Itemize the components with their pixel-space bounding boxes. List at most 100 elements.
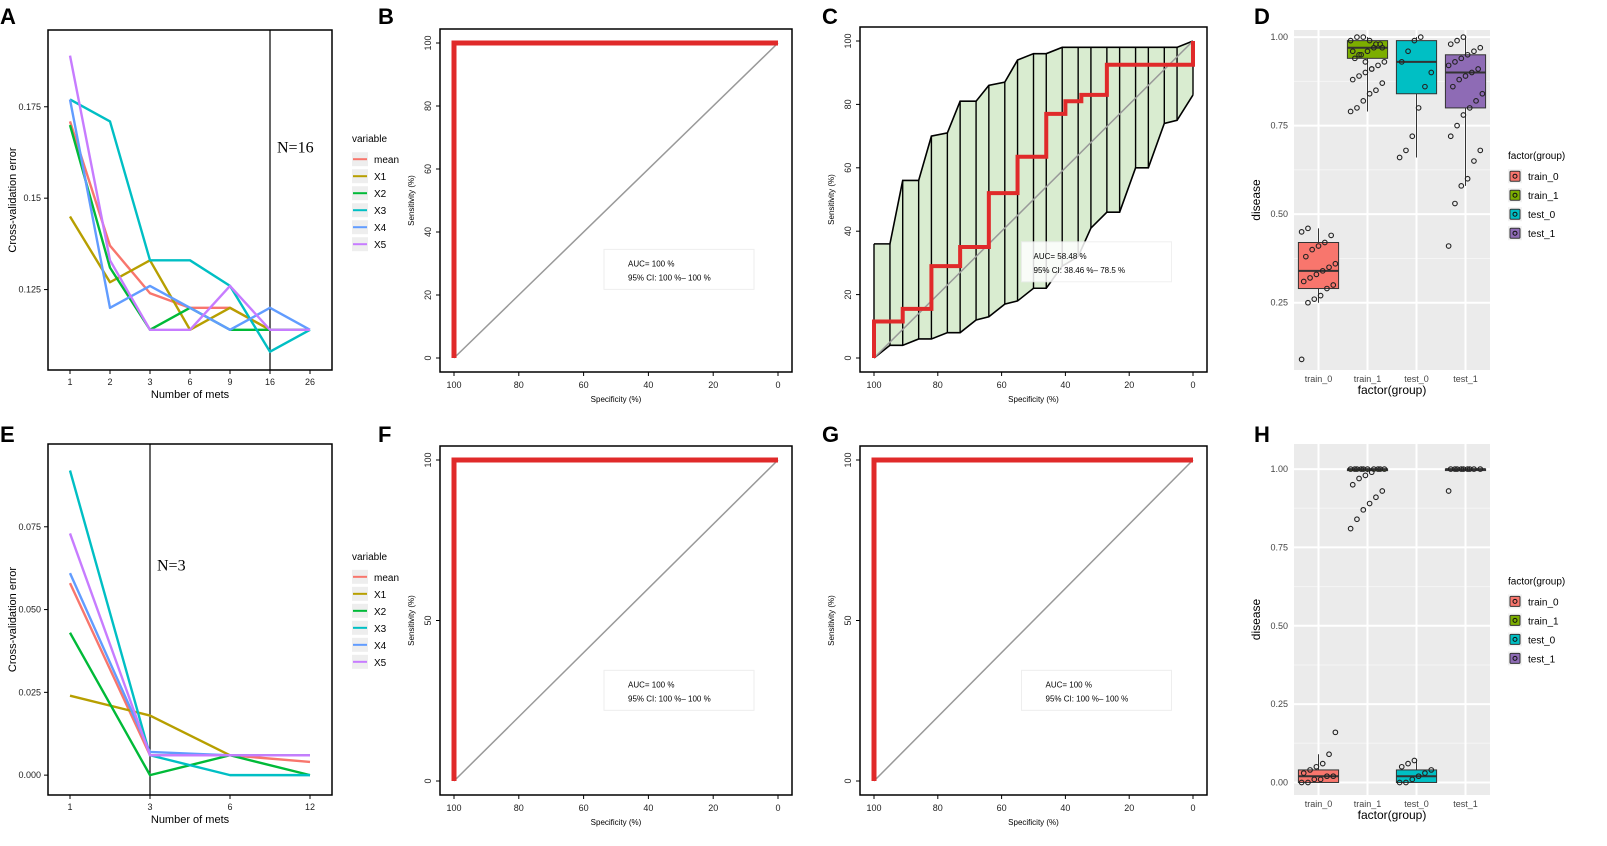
panel-label-D: D (1254, 4, 1270, 29)
roc-curve (451, 40, 778, 358)
y-tick-label: 0.000 (18, 770, 41, 780)
x-tick-label: 12 (305, 802, 315, 812)
point-test_1 (1460, 112, 1467, 118)
x-tick-label: 60 (997, 380, 1007, 390)
point-train_1 (1349, 76, 1356, 83)
diagonal-line (873, 40, 1194, 359)
y-tick-label: 100 (843, 452, 853, 467)
point-train_0 (1307, 767, 1313, 773)
point-test_0 (1428, 69, 1435, 76)
point-train_1 (1373, 494, 1379, 501)
point-test_1 (1447, 41, 1454, 48)
legend-label-X1: X1 (374, 172, 387, 183)
x-axis-title: Specificity (%) (591, 395, 642, 404)
panel-C: C 100 80 60 40 20 0 0 20 40 60 80 100 Specificity (%)… (822, 4, 1208, 404)
point-train_1 (1379, 44, 1386, 51)
ci-text: 95% CI: 38.46 %– 78.5 % (1034, 266, 1126, 275)
point-train_1 (1379, 80, 1386, 86)
y-tick-label: 50 (843, 615, 853, 625)
point-test_0 (1411, 757, 1418, 764)
point-train_1 (1349, 48, 1356, 55)
point-test_0 (1396, 779, 1403, 786)
cutoff-annotation: N=16 (277, 139, 314, 156)
legend-point-test_1 (1512, 655, 1518, 661)
x-axis-title: Number of mets (151, 389, 230, 401)
panel-label-E: E (0, 422, 15, 447)
point-train_0 (1324, 285, 1330, 292)
point-train_0 (1305, 779, 1311, 786)
y-tick-label: 100 (423, 452, 433, 467)
point-test_1 (1466, 466, 1473, 472)
point-test_1 (1460, 466, 1467, 472)
x-tick-label: 40 (643, 803, 653, 813)
point-test_1 (1458, 55, 1465, 62)
point-test_0 (1405, 760, 1411, 767)
legend-label-X3: X3 (374, 206, 387, 217)
auc-text: AUC= 100 % (1046, 680, 1092, 689)
legend-label-X2: X2 (374, 607, 387, 618)
point-test_1 (1479, 90, 1486, 97)
point-test_1 (1477, 466, 1484, 472)
legend-point-test_0 (1512, 636, 1518, 642)
auc-text: AUC= 58.48 % (1034, 252, 1087, 261)
point-train_1 (1354, 34, 1360, 40)
point-train_1 (1351, 55, 1358, 62)
x-tick-label: 40 (1060, 803, 1070, 813)
y-tick-label: 60 (423, 164, 433, 174)
point-train_1 (1377, 466, 1384, 472)
x-tick-label: 0 (775, 380, 780, 390)
point-train_1 (1381, 59, 1388, 65)
point-train_1 (1347, 108, 1354, 115)
point-train_0 (1298, 356, 1305, 363)
point-test_0 (1403, 147, 1409, 154)
diagonal-line (453, 459, 779, 782)
y-axis-title: disease (1249, 599, 1263, 641)
x-tick-label: test_1 (1453, 374, 1478, 384)
x-tick-label: train_0 (1305, 374, 1333, 384)
panel-label-C: C (822, 4, 838, 29)
x-tick-label: 20 (708, 803, 718, 813)
y-tick-label: 0.025 (18, 687, 41, 697)
y-axis-title: Cross-validation error (7, 567, 19, 672)
point-test_0 (1409, 133, 1416, 140)
box-test_0 (1395, 40, 1438, 95)
legend-label-test_1: test_1 (1528, 654, 1556, 665)
roc-curve (872, 41, 1195, 358)
panel-E: E 1 3 6 12 0.000 0.025 0.050 0.075 Number of mets… (0, 422, 399, 826)
legend-key-test_1 (1509, 652, 1521, 664)
legend-label-X1: X1 (374, 590, 387, 601)
point-test_1 (1449, 83, 1456, 90)
x-tick-label: 2 (107, 377, 112, 387)
point-train_0 (1330, 282, 1337, 288)
y-tick-label: 0.50 (1270, 209, 1288, 219)
panel-B: B 100 80 60 40 20 0 0 20 40 60 80 100 Specificity (%)… (378, 4, 793, 404)
x-tick-label: 3 (147, 377, 152, 387)
x-tick-label: 60 (579, 380, 589, 390)
legend-label-train_1: train_1 (1528, 616, 1559, 627)
legend-key-test_1 (1509, 227, 1521, 239)
series-line-X3 (68, 470, 310, 777)
x-axis-title: Specificity (%) (591, 818, 642, 827)
point-test_1 (1466, 105, 1473, 111)
point-test_0 (1415, 773, 1422, 780)
point-train_1 (1354, 466, 1360, 472)
x-tick-label: 3 (147, 802, 152, 812)
x-tick-label: 40 (1060, 380, 1070, 390)
legend-key-train_0 (1509, 595, 1521, 607)
panel-label-H: H (1254, 422, 1270, 447)
auc-box (1021, 669, 1172, 711)
point-train_1 (1347, 37, 1354, 44)
point-train_0 (1332, 729, 1339, 736)
point-test_0 (1417, 34, 1424, 40)
y-tick-label: 0.75 (1270, 121, 1288, 131)
point-test_0 (1398, 59, 1405, 65)
x-tick-label: test_1 (1453, 799, 1478, 809)
point-train_1 (1368, 66, 1375, 72)
x-tick-label: 1 (67, 802, 72, 812)
point-train_1 (1360, 466, 1367, 472)
point-test_1 (1447, 466, 1454, 472)
legend-point-train_0 (1512, 173, 1518, 179)
legend-key-train_1 (1509, 614, 1521, 626)
point-test_1 (1462, 73, 1469, 79)
x-tick-label: 9 (227, 377, 232, 387)
